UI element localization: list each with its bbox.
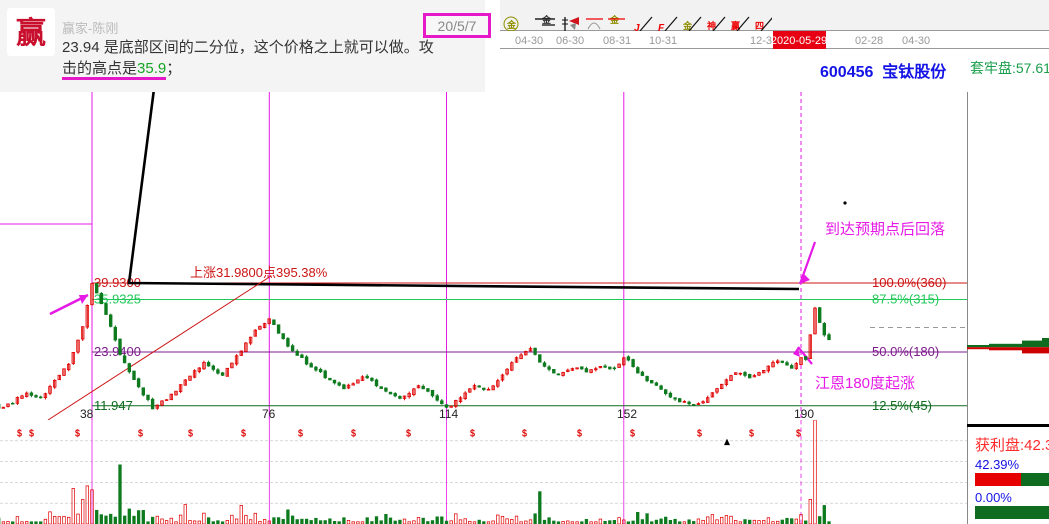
svg-text:11.947: 11.947 [94, 398, 133, 413]
svg-text:$: $ [796, 427, 802, 438]
svg-text:$: $ [522, 427, 528, 438]
svg-text:$: $ [75, 427, 81, 438]
svg-text:$: $ [406, 427, 412, 438]
svg-text:02-28: 02-28 [855, 35, 883, 47]
svg-text:$: $ [29, 427, 35, 438]
svg-text:$: $ [697, 427, 703, 438]
svg-text:190: 190 [794, 407, 814, 420]
svg-text:06-30: 06-30 [556, 35, 584, 47]
svg-text:08-31: 08-31 [603, 35, 631, 47]
svg-text:10-31: 10-31 [649, 35, 677, 47]
svg-text:$: $ [470, 427, 476, 438]
svg-text:$: $ [351, 427, 357, 438]
svg-text:152: 152 [617, 407, 637, 420]
svg-text:$: $ [749, 427, 755, 438]
svg-text:04-30: 04-30 [902, 35, 930, 47]
svg-text:$: $ [630, 427, 636, 438]
svg-text:$: $ [298, 427, 304, 438]
svg-text:76: 76 [262, 407, 276, 420]
svg-text:金: 金 [682, 20, 693, 31]
svg-text:2020-05-29: 2020-05-29 [771, 35, 827, 47]
svg-text:$: $ [188, 427, 194, 438]
svg-text:50.0%(180): 50.0%(180) [872, 344, 939, 359]
svg-text:04-30: 04-30 [515, 35, 543, 47]
svg-text:$: $ [577, 427, 583, 438]
svg-text:100.0%(360): 100.0%(360) [872, 275, 946, 290]
svg-text:上涨31.9800点395.38%: 上涨31.9800点395.38% [190, 265, 328, 280]
svg-text:23.9400: 23.9400 [94, 344, 141, 359]
svg-text:87.5%(315): 87.5%(315) [872, 292, 939, 307]
svg-text:12.5%(45): 12.5%(45) [872, 398, 932, 413]
svg-text:38: 38 [80, 407, 94, 420]
svg-text:$: $ [17, 427, 23, 438]
svg-text:金: 金 [609, 15, 620, 25]
svg-text:$: $ [138, 427, 144, 438]
svg-text:114: 114 [439, 407, 458, 420]
svg-text:江恩180度起涨: 江恩180度起涨 [815, 375, 915, 392]
svg-text:金: 金 [541, 15, 552, 25]
svg-text:到达预期点后回落: 到达预期点后回落 [825, 221, 945, 238]
svg-text:$: $ [241, 427, 247, 438]
svg-text:金: 金 [506, 19, 517, 30]
